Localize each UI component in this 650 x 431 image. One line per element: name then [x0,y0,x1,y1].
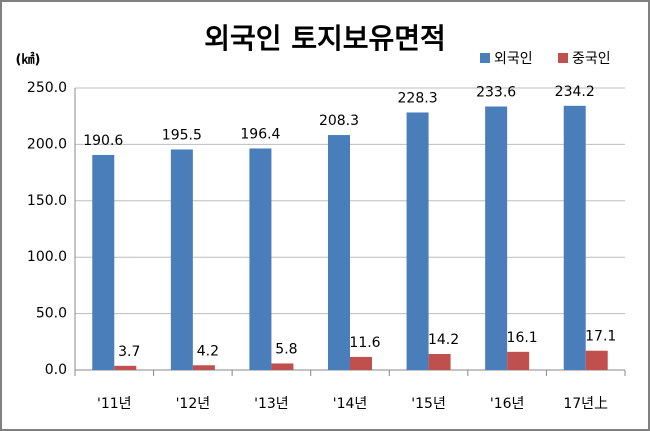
value-label: 5.8 [275,341,297,357]
bar [328,135,350,370]
value-label: 208.3 [319,113,359,129]
bar [249,148,272,370]
x-tick-label: '14년 [333,396,368,412]
value-label: 195.5 [162,127,202,143]
y-tick-label: 200.0 [27,136,67,152]
value-label: 3.7 [118,344,140,360]
value-label: 11.6 [349,335,380,351]
legend-label: 외국인 [494,51,533,67]
bar [92,155,115,370]
value-label: 17.1 [585,329,616,345]
bar [585,350,608,370]
legend-swatch [558,53,568,63]
bar [271,363,294,370]
y-tick-label: 0.0 [45,362,67,378]
value-label: 234.2 [555,84,595,100]
y-tick-label: 250.0 [27,80,67,96]
y-tick-label: 50.0 [36,306,67,322]
bar [192,365,215,370]
bar [563,105,586,371]
legend-swatch [480,53,490,63]
x-tick-label: '13년 [254,396,289,412]
value-label: 14.2 [428,332,459,348]
y-tick-label: 100.0 [27,249,67,265]
bar [170,149,193,370]
value-label: 228.3 [398,90,438,106]
value-label: 233.6 [476,84,516,100]
x-tick-label: 17년上 [563,396,608,412]
x-tick-label: '12년 [176,396,211,412]
value-label: 4.2 [197,343,219,359]
x-tick-label: '16년 [490,396,525,412]
y-axis-label: (㎢) [16,52,41,68]
bar [406,112,429,370]
bar [428,353,451,370]
value-label: 16.1 [507,330,538,346]
x-tick-label: '15년 [411,396,446,412]
x-tick-label: '11년 [97,396,132,412]
bar [114,365,137,370]
legend-label: 중국인 [572,51,611,67]
y-tick-label: 150.0 [27,193,67,209]
value-label: 190.6 [83,133,123,149]
bar [485,106,508,370]
chart-title: 외국인 토지보유면적 [204,22,446,55]
bar [350,356,372,370]
value-label: 196.4 [240,126,280,142]
bar [507,351,530,370]
